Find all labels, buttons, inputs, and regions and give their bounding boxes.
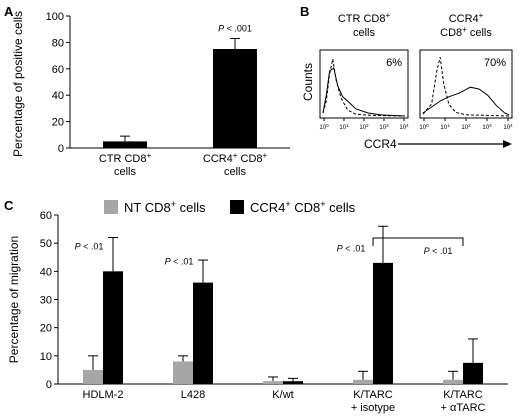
x-tick-label: 100 <box>319 123 329 132</box>
y-axis-label: Percentage of migration <box>7 236 21 363</box>
isotype-curve <box>422 57 510 117</box>
x-tick-label: CCR4+ CD8+ <box>203 151 268 166</box>
bar <box>283 381 303 384</box>
percent-label: 6% <box>386 57 402 69</box>
y-tick-label: 50 <box>40 238 52 250</box>
x-tick-label: HDLM-2 <box>83 389 124 401</box>
x-tick-label: 101 <box>440 123 450 132</box>
y-tick-label: 100 <box>46 11 64 23</box>
bar <box>173 361 193 384</box>
chart-c: 0 10 20 30 40 50 60 Percentage of migration HDLM… <box>7 199 508 414</box>
x-tick-label: 104 <box>399 123 409 132</box>
p-value-annotation: P < .01 <box>165 257 194 267</box>
bar <box>193 282 213 384</box>
subplot-title: CCR4+ <box>449 11 484 26</box>
y-tick-label: 40 <box>52 90 64 102</box>
bar <box>103 271 123 384</box>
panel-label-a: A <box>4 4 14 19</box>
p-value-annotation: P < .001 <box>218 23 252 33</box>
y-tick-label: 60 <box>52 64 64 76</box>
y-tick-label: 30 <box>40 295 52 307</box>
x-tick-label-line2: + αTARC <box>441 402 486 414</box>
subplot-title: CTR CD8+ <box>338 11 391 26</box>
p-value-annotation: P < .01 <box>424 246 453 256</box>
bar <box>213 49 257 148</box>
legend-label: CCR4+ CD8+ cells <box>250 199 356 215</box>
y-tick-label: 10 <box>40 351 52 363</box>
legend-label: NT CD8+ cells <box>124 199 206 215</box>
p-value-annotation: P < .01 <box>337 243 366 253</box>
x-tick-label: K/TARC <box>443 389 483 401</box>
x-tick-label: L428 <box>181 389 205 401</box>
ccr4-curve <box>422 86 510 116</box>
x-axis-label: CCR4 <box>364 137 397 151</box>
bar <box>103 141 147 148</box>
x-tick-label-line2: cells <box>224 166 247 178</box>
y-axis-label: Counts <box>301 63 315 101</box>
bar <box>373 262 393 384</box>
legend-swatch <box>104 200 118 214</box>
x-tick-label: K/TARC <box>353 389 393 401</box>
y-tick-label: 80 <box>52 37 64 49</box>
legend-swatch <box>230 200 244 214</box>
chart-a: 0 20 40 60 80 100 Percentage of positive cells… <box>11 11 290 178</box>
ccr4-curve <box>322 67 406 117</box>
isotype-curve <box>322 58 406 117</box>
y-tick-label: 20 <box>52 117 64 129</box>
x-tick-label: K/wt <box>272 389 293 401</box>
percent-label: 70% <box>484 57 506 69</box>
x-tick-label-line2: cells <box>114 166 137 178</box>
y-tick-label: 0 <box>46 379 52 391</box>
subplot-title-line2: CD8+ cells <box>440 25 492 40</box>
x-tick-label: 104 <box>503 123 513 132</box>
x-tick-label: 100 <box>419 123 429 132</box>
y-tick-label: 20 <box>40 323 52 335</box>
x-tick-label: CTR CD8+ <box>99 151 152 166</box>
bar <box>353 379 373 384</box>
x-tick-label-line2: + isotype <box>351 402 395 414</box>
bar <box>83 369 103 384</box>
x-tick-label: 102 <box>359 123 369 132</box>
y-tick-label: 0 <box>58 143 64 155</box>
x-tick-label: 103 <box>482 123 492 132</box>
panel-label-b: B <box>300 4 309 19</box>
y-axis-label: Percentage of positive cells <box>11 11 25 157</box>
y-tick-label: 60 <box>40 210 52 222</box>
panel-label-c: C <box>4 198 14 213</box>
bar <box>463 362 483 384</box>
x-tick-label: 103 <box>379 123 389 132</box>
y-tick-label: 40 <box>40 266 52 278</box>
p-value-annotation: P < .01 <box>75 241 104 251</box>
significance-bracket <box>372 237 464 246</box>
x-tick-label: 101 <box>339 123 349 132</box>
subplot-title-line2: cells <box>353 27 376 39</box>
bar <box>263 381 283 384</box>
bar <box>443 379 463 384</box>
x-axis-arrow-head <box>503 140 512 148</box>
x-tick-label: 102 <box>461 123 471 132</box>
